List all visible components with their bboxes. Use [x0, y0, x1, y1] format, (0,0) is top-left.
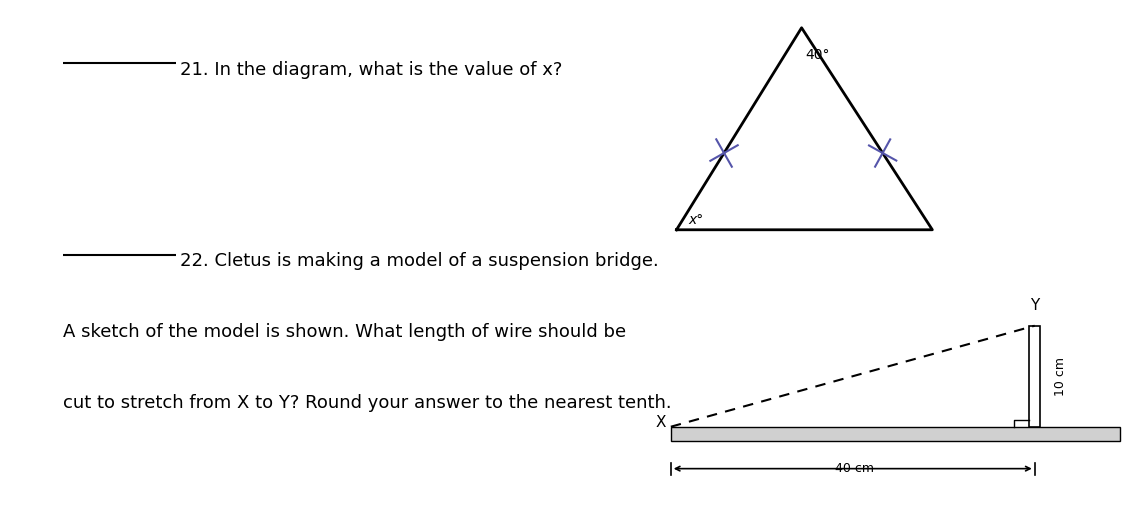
Bar — [1029, 326, 1040, 427]
Text: cut to stretch from X to Y? Round your answer to the nearest tenth.: cut to stretch from X to Y? Round your a… — [63, 394, 671, 412]
Text: 10 cm: 10 cm — [1054, 357, 1068, 396]
Text: x°: x° — [688, 213, 703, 227]
Bar — [671, 427, 1120, 441]
Text: 22. Cletus is making a model of a suspension bridge.: 22. Cletus is making a model of a suspen… — [180, 252, 658, 271]
Text: A sketch of the model is shown. What length of wire should be: A sketch of the model is shown. What len… — [63, 323, 625, 341]
Text: Y: Y — [1030, 298, 1039, 313]
Text: 21. In the diagram, what is the value of x?: 21. In the diagram, what is the value of… — [180, 61, 562, 79]
Text: 40°: 40° — [805, 48, 830, 62]
Text: X: X — [656, 415, 666, 430]
Text: —— 40 cm——: —— 40 cm—— — [806, 462, 899, 475]
